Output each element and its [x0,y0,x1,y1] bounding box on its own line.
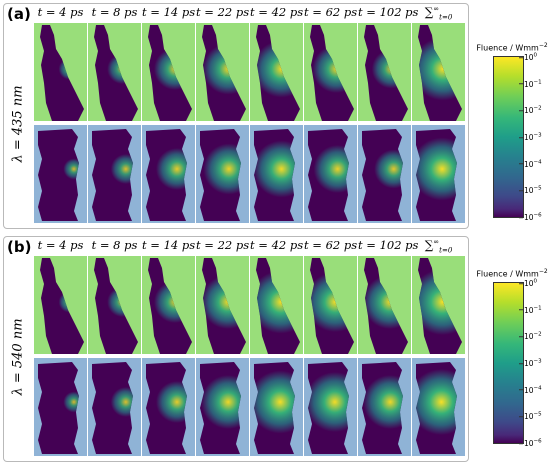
time-label: t = 22 ps [196,238,250,252]
colorbar-gradient [493,56,524,218]
time-label: t = 42 ps [250,238,304,252]
top-view-tile-6 [304,23,357,121]
side-view-tile-3 [142,358,195,456]
top-view-tile-8 [412,23,465,121]
top-view-tile-4 [196,256,249,354]
colorbar-tick: 10−2 [519,331,542,342]
side-view-tile-7 [358,358,411,456]
side-view-tile-1 [34,125,87,223]
wavelength-text: λ = 540 nm [10,318,26,396]
sum-label: ∑∞t=0 [412,5,465,21]
time-label: t = 4 ps [37,238,84,252]
side-view-tile-3 [142,125,195,223]
top-view-tile-2 [88,23,141,121]
side-view-tile-2 [88,358,141,456]
time-label: t = 4 ps [37,5,84,19]
time-label: t = 14 ps [142,5,196,19]
colorbar-tick: 10−1 [519,304,542,315]
colorbar-tick: 10−3 [519,132,542,142]
colorbar-gradient [493,282,524,444]
panel-a: (a) λ = 435 nm t = 4 ps t = 8 ps t = 14 ps… [3,3,469,229]
side-view-tile-1 [34,358,87,456]
top-view-tile-2 [88,256,141,354]
top-view-tile-5 [250,23,303,121]
colorbar-title: Fluence / Wmm−2 [476,268,548,279]
panel-label: (a) [7,5,31,23]
side-view-tile-6 [304,125,357,223]
side-view-tile-5 [250,358,303,456]
colorbar-tick: 10−4 [519,158,542,169]
colorbar-a: Fluence / Wmm−2 100 10−1 10−2 10−3 10−4 10−5 10… [476,42,548,242]
time-label: t = 22 ps [196,5,250,19]
time-label: t = 42 ps [250,5,304,19]
sum-symbol: ∑ [424,238,434,252]
colorbar-tick: 10−3 [519,358,542,368]
time-label: t = 8 ps [91,238,138,252]
side-view-tile-7 [358,125,411,223]
colorbar-tick: 10−5 [519,185,542,196]
side-view-tile-5 [250,125,303,223]
panel-label: (b) [7,238,32,256]
side-view-tile-2 [88,125,141,223]
top-view-tile-1 [34,256,87,354]
sum-lower: t=0 [439,246,453,255]
top-view-tile-8 [412,256,465,354]
sum-label: ∑∞t=0 [412,238,465,254]
colorbar-b: Fluence / Wmm−2 100 10−1 10−2 10−3 10−4 10−5 10… [476,268,548,468]
colorbar-tick: 10−1 [519,78,542,89]
time-label: t = 14 ps [142,238,196,252]
top-view-tile-1 [34,23,87,121]
top-view-tile-7 [358,256,411,354]
wavelength-label: λ = 540 nm [10,257,26,457]
sum-lower: t=0 [439,13,453,22]
time-label: t = 62 ps [304,5,358,19]
colorbar-tick: 10−6 [519,438,542,448]
time-label: t = 62 ps [304,238,358,252]
side-view-tile-6 [304,358,357,456]
top-view-tile-5 [250,256,303,354]
top-view-tile-7 [358,23,411,121]
side-view-tile-8 [412,125,465,223]
top-view-tile-6 [304,256,357,354]
colorbar-tick: 100 [518,52,538,62]
panel-b: (b) λ = 540 nm t = 4 ps t = 8 ps t = 14 ps… [3,236,469,462]
colorbar-tick: 10−2 [519,105,542,116]
time-label: t = 102 ps [358,5,419,19]
wavelength-label: λ = 435 nm [10,24,26,224]
wavelength-text: λ = 435 nm [10,85,26,163]
time-label: t = 8 ps [91,5,138,19]
colorbar-title: Fluence / Wmm−2 [476,42,548,53]
side-view-tile-8 [412,358,465,456]
side-view-tile-4 [196,125,249,223]
colorbar-tick: 10−6 [519,212,542,222]
side-view-tile-4 [196,358,249,456]
top-view-tile-3 [142,256,195,354]
sum-upper: ∞ [433,238,440,246]
colorbar-tick: 10−5 [519,411,542,422]
sum-upper: ∞ [433,5,440,13]
sum-symbol: ∑ [424,5,434,19]
time-label: t = 102 ps [358,238,419,252]
top-view-tile-4 [196,23,249,121]
colorbar-tick: 100 [518,278,538,288]
top-view-tile-3 [142,23,195,121]
colorbar-tick: 10−4 [519,384,542,395]
